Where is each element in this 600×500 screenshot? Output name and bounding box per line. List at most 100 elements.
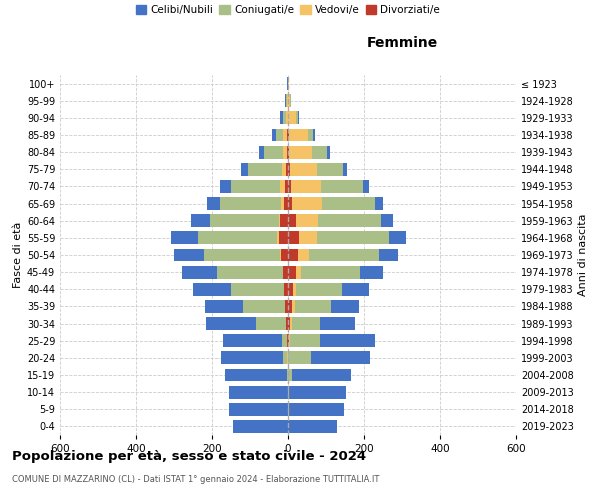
Bar: [285, 180, 288, 193]
Text: Popolazione per età, sesso e stato civile - 2024: Popolazione per età, sesso e stato civil…: [12, 450, 366, 463]
Bar: [343, 163, 347, 175]
Bar: [288, 386, 289, 398]
Bar: [197, 232, 277, 244]
Bar: [381, 214, 392, 227]
Bar: [289, 146, 311, 158]
Bar: [293, 283, 296, 296]
Bar: [288, 146, 289, 158]
Bar: [272, 128, 276, 141]
Bar: [389, 232, 406, 244]
Bar: [287, 94, 288, 107]
Bar: [296, 283, 342, 296]
Bar: [288, 77, 289, 90]
Bar: [171, 232, 197, 244]
Bar: [288, 180, 291, 193]
Bar: [281, 248, 288, 262]
Bar: [296, 112, 298, 124]
Bar: [241, 163, 248, 175]
Bar: [191, 214, 210, 227]
Bar: [182, 266, 217, 278]
Bar: [313, 128, 316, 141]
Bar: [320, 334, 375, 347]
Bar: [276, 128, 283, 141]
Bar: [288, 163, 290, 175]
Bar: [243, 300, 285, 313]
Bar: [286, 112, 288, 124]
Bar: [288, 248, 298, 262]
Bar: [174, 248, 205, 262]
Bar: [231, 180, 280, 193]
Bar: [283, 128, 287, 141]
Y-axis label: Anni di nascita: Anni di nascita: [578, 214, 588, 296]
Bar: [286, 163, 288, 175]
Bar: [291, 180, 322, 193]
Bar: [288, 334, 289, 347]
Bar: [283, 266, 288, 278]
Bar: [292, 300, 295, 313]
Legend: Celibi/Nubili, Coniugati/e, Vedovi/e, Divorziati/e: Celibi/Nubili, Coniugati/e, Vedovi/e, Di…: [131, 1, 445, 20]
Bar: [286, 317, 288, 330]
Bar: [331, 300, 359, 313]
Bar: [223, 334, 281, 347]
Bar: [298, 112, 299, 124]
Bar: [285, 300, 288, 313]
Bar: [281, 334, 287, 347]
Bar: [277, 232, 278, 244]
Bar: [289, 128, 308, 141]
Bar: [292, 317, 320, 330]
Bar: [205, 248, 280, 262]
Bar: [286, 94, 287, 107]
Bar: [284, 94, 286, 107]
Bar: [289, 386, 346, 398]
Bar: [322, 180, 363, 193]
Bar: [230, 283, 284, 296]
Bar: [320, 317, 355, 330]
Bar: [288, 232, 299, 244]
Bar: [288, 214, 296, 227]
Bar: [342, 283, 368, 296]
Bar: [290, 94, 292, 107]
Bar: [287, 368, 288, 382]
Bar: [379, 248, 398, 262]
Bar: [288, 352, 311, 364]
Bar: [229, 386, 288, 398]
Bar: [287, 77, 288, 90]
Bar: [317, 163, 343, 175]
Bar: [287, 146, 288, 158]
Bar: [278, 232, 288, 244]
Text: COMUNE DI MAZZARINO (CL) - Dati ISTAT 1° gennaio 2024 - Elaborazione TUTTITALIA.: COMUNE DI MAZZARINO (CL) - Dati ISTAT 1°…: [12, 475, 379, 484]
Bar: [256, 317, 286, 330]
Bar: [259, 146, 265, 158]
Bar: [288, 368, 292, 382]
Bar: [296, 266, 301, 278]
Bar: [217, 266, 283, 278]
Bar: [289, 403, 344, 415]
Bar: [288, 112, 296, 124]
Bar: [193, 283, 230, 296]
Bar: [265, 146, 283, 158]
Bar: [292, 197, 322, 210]
Bar: [319, 214, 381, 227]
Bar: [296, 214, 319, 227]
Bar: [283, 163, 286, 175]
Bar: [288, 197, 292, 210]
Bar: [308, 128, 313, 141]
Bar: [224, 368, 287, 382]
Bar: [363, 180, 369, 193]
Bar: [327, 146, 330, 158]
Bar: [281, 197, 284, 210]
Bar: [360, 266, 383, 278]
Bar: [248, 163, 283, 175]
Bar: [301, 266, 360, 278]
Bar: [289, 334, 290, 347]
Bar: [295, 300, 331, 313]
Bar: [280, 180, 285, 193]
Bar: [311, 146, 327, 158]
Bar: [287, 128, 288, 141]
Bar: [221, 352, 283, 364]
Bar: [287, 352, 288, 364]
Bar: [280, 112, 283, 124]
Bar: [292, 368, 350, 382]
Bar: [206, 317, 256, 330]
Bar: [287, 334, 288, 347]
